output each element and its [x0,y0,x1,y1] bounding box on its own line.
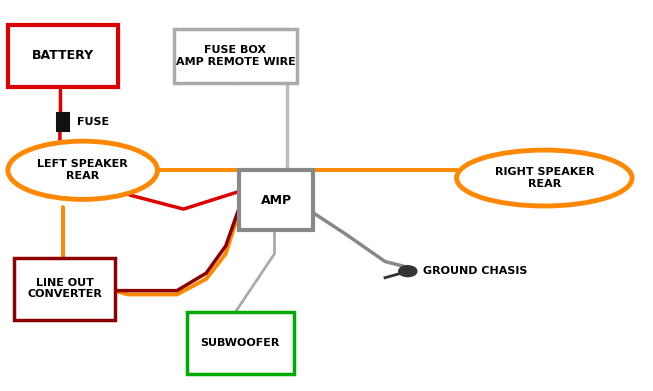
FancyBboxPatch shape [8,25,118,87]
Text: SUBWOOFER: SUBWOOFER [200,338,280,348]
Bar [57,113,69,131]
Text: FUSE BOX
AMP REMOTE WIRE: FUSE BOX AMP REMOTE WIRE [176,45,295,66]
Text: LINE OUT
CONVERTER: LINE OUT CONVERTER [27,278,103,300]
FancyBboxPatch shape [239,170,313,230]
Circle shape [399,266,417,277]
Ellipse shape [456,150,632,206]
FancyBboxPatch shape [174,29,297,83]
Text: LEFT SPEAKER
REAR: LEFT SPEAKER REAR [37,160,128,181]
FancyBboxPatch shape [14,258,115,320]
Text: RIGHT SPEAKER
REAR: RIGHT SPEAKER REAR [494,167,594,189]
FancyBboxPatch shape [187,312,294,374]
Text: AMP: AMP [261,194,292,207]
Text: BATTERY: BATTERY [32,49,94,62]
Text: GROUND CHASIS: GROUND CHASIS [423,266,528,276]
Ellipse shape [8,141,157,199]
Text: FUSE: FUSE [77,117,109,127]
